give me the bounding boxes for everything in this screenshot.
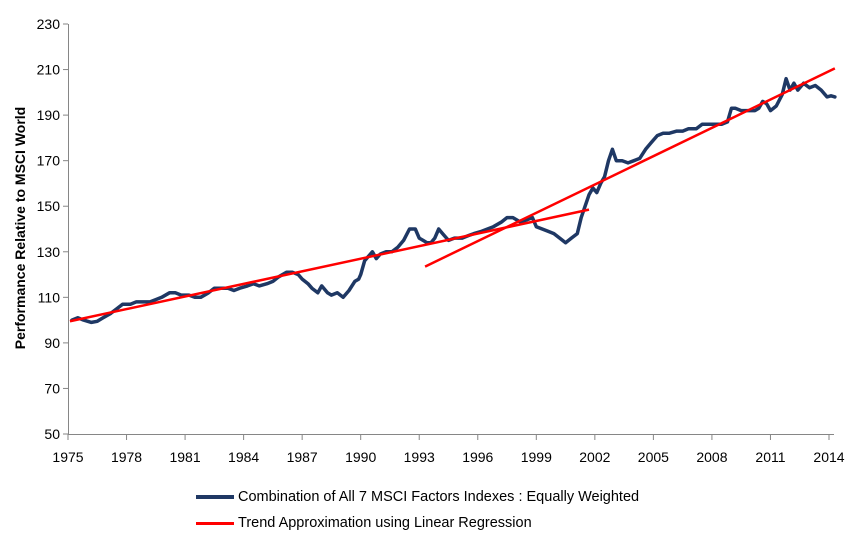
x-tick-label: 1996 (462, 449, 493, 465)
x-tick-label: 1993 (404, 449, 435, 465)
y-axis-label: Performance Relative to MSCI World (12, 107, 28, 349)
y-tick-label: 90 (44, 335, 60, 351)
x-tick-label: 1990 (345, 449, 376, 465)
legend-item-trend: Trend Approximation using Linear Regress… (196, 510, 639, 536)
x-tick-label: 1984 (228, 449, 259, 465)
x-tick-label: 1978 (111, 449, 142, 465)
x-tick-label: 2011 (755, 449, 785, 465)
legend-label-trend: Trend Approximation using Linear Regress… (238, 515, 532, 531)
x-tick-label: 2014 (813, 449, 844, 465)
x-tick-label: 1987 (287, 449, 318, 465)
legend-item-factor-index: Combination of All 7 MSCI Factors Indexe… (196, 484, 639, 510)
x-tick-label: 1981 (169, 449, 200, 465)
y-tick-label: 190 (37, 107, 61, 123)
y-tick-label: 50 (44, 426, 60, 442)
series-line-factor-index (70, 76, 837, 325)
trend-line-2 (424, 67, 836, 268)
x-tick-label: 2005 (638, 449, 669, 465)
y-ticks: 50 70 90 110 130 150 170 190 210 230 (37, 16, 68, 442)
y-tick-label: 110 (38, 289, 61, 305)
legend-swatch-trend (196, 521, 234, 525)
x-tick-label: 1975 (52, 449, 83, 465)
y-tick-label: 230 (37, 16, 61, 32)
legend-label-factor-index: Combination of All 7 MSCI Factors Indexe… (238, 489, 640, 505)
x-tick-label: 1999 (521, 449, 552, 465)
series-layer (69, 67, 837, 325)
y-tick-label: 210 (37, 62, 61, 78)
x-tick-label: 2002 (579, 449, 610, 465)
y-tick-label: 130 (37, 244, 61, 260)
legend: Combination of All 7 MSCI Factors Indexe… (196, 484, 639, 536)
legend-swatch-factor-index (196, 495, 234, 499)
x-tick-label: 2008 (696, 449, 727, 465)
trend-line-1 (69, 208, 590, 323)
y-tick-label: 70 (44, 380, 60, 396)
y-tick-label: 150 (37, 198, 61, 214)
x-ticks: 1975 1978 1981 1984 1987 1990 1993 1996 1999 2002… (52, 434, 845, 465)
y-tick-label: 170 (37, 153, 61, 169)
